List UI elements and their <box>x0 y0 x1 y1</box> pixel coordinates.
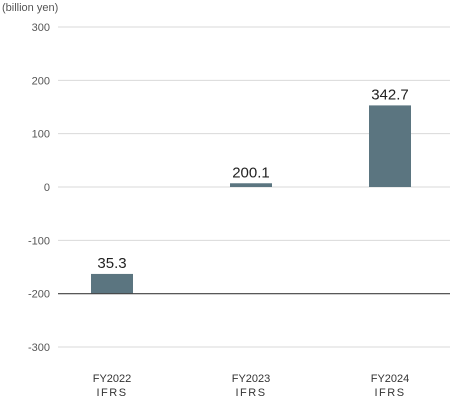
y-tick-label: 100 <box>32 129 50 141</box>
x-category-sublabel: IFRS <box>235 387 266 399</box>
y-tick-label: -200 <box>28 289 50 301</box>
x-category-sublabel: IFRS <box>96 387 127 399</box>
bar <box>91 273 133 294</box>
bar <box>230 183 272 187</box>
x-category-label: FY2023 <box>232 373 271 385</box>
y-tick-label: 200 <box>32 75 50 87</box>
bar <box>369 105 411 187</box>
x-category-label: FY2024 <box>371 373 410 385</box>
y-tick-label: 0 <box>44 182 50 194</box>
y-tick-label: -100 <box>28 235 50 247</box>
unit-label: (billion yen) <box>2 2 59 14</box>
data-label: 35.3 <box>97 255 126 272</box>
data-label: 342.7 <box>371 86 409 103</box>
x-category-sublabel: IFRS <box>374 387 405 399</box>
x-category-label: FY2022 <box>93 373 132 385</box>
data-label: 200.1 <box>232 164 270 181</box>
y-tick-label: -300 <box>28 342 50 354</box>
y-tick-label: 300 <box>32 22 50 34</box>
